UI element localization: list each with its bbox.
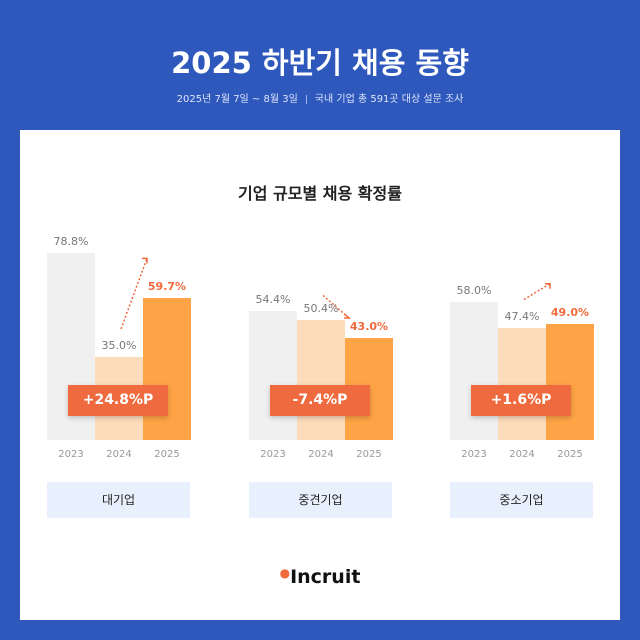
survey-scope: 국내 기업 총 591곳 대상 설문 조사 <box>314 94 464 105</box>
survey-period: 2025년 7월 7일 ~ 8월 3일 <box>176 94 298 105</box>
year-label: 2023 <box>58 449 84 460</box>
company-size-label: 중견기업 <box>249 482 392 518</box>
value-label: 59.7% <box>147 280 187 294</box>
bar-group: 78.8% 2023 35.0% 2024 59.7% 2025 +24.8%P <box>47 230 191 470</box>
bar-2024 <box>297 320 345 440</box>
incruit-logo: ●Incruit <box>0 566 640 588</box>
value-label: 58.0% <box>456 284 492 298</box>
year-label: 2024 <box>509 449 535 460</box>
bar-2025 <box>546 323 594 440</box>
value-label: 54.4% <box>255 292 291 306</box>
bar-2024 <box>498 327 546 440</box>
year-label: 2025 <box>356 449 382 460</box>
trend-arrow-icon <box>523 282 551 301</box>
bar-2023 <box>249 310 297 440</box>
bar-group: 54.4% 2023 50.4% 2024 43.0% 2025 -7.4%P <box>249 230 393 470</box>
logo-mark-icon: ● <box>279 566 291 580</box>
trend-arrow-icon <box>120 257 148 330</box>
logo-text: Incruit <box>290 566 361 588</box>
value-label: 78.8% <box>53 235 89 248</box>
year-label: 2023 <box>461 449 487 460</box>
change-badge: +24.8%P <box>68 385 168 416</box>
change-badge: +1.6%P <box>471 385 571 416</box>
year-label: 2025 <box>154 449 180 460</box>
company-size-label: 중소기업 <box>450 482 593 518</box>
bar-2025 <box>143 298 191 440</box>
trend-arrow-icon <box>322 294 352 319</box>
page-title: 2025 하반기 채용 동향 <box>171 46 469 80</box>
year-label: 2024 <box>308 449 334 460</box>
year-label: 2025 <box>557 449 583 460</box>
year-label: 2024 <box>106 449 132 460</box>
value-label: 50.4% <box>303 302 339 316</box>
value-label: 43.0% <box>349 319 389 333</box>
year-label: 2023 <box>260 449 286 460</box>
change-badge: -7.4%P <box>270 385 370 416</box>
bar-group: 58.0% 2023 47.4% 2024 49.0% 2025 +1.6%P <box>450 230 594 470</box>
bar-2023 <box>450 302 498 440</box>
chart-title: 기업 규모별 채용 확정률 <box>238 184 402 203</box>
value-label: 35.0% <box>101 338 137 352</box>
divider <box>305 94 307 104</box>
company-size-label: 대기업 <box>47 482 190 518</box>
value-label: 47.4% <box>504 309 540 323</box>
value-label: 49.0% <box>550 305 590 319</box>
subtitle: 2025년 7월 7일 ~ 8월 3일 국내 기업 총 591곳 대상 설문 조사 <box>0 90 640 105</box>
